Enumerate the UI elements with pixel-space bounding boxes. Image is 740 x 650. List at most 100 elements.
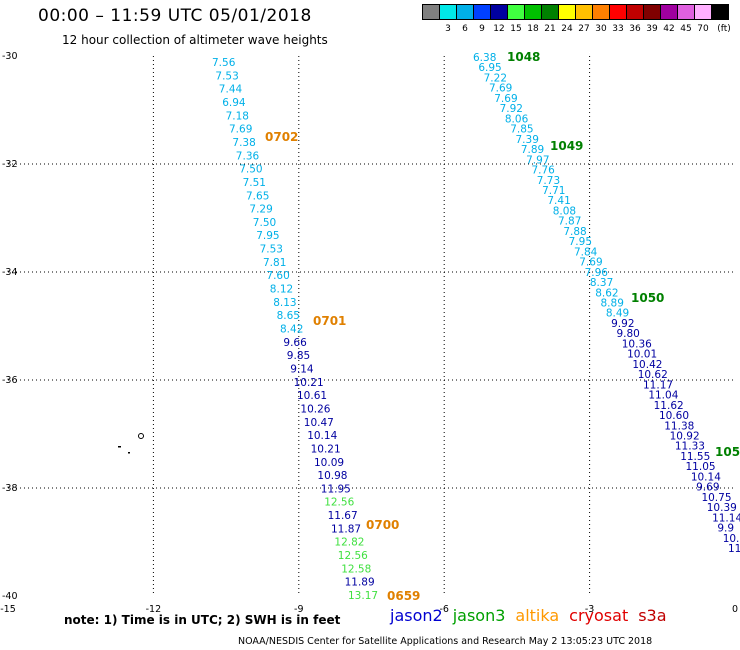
wave-height-label: 9.85	[287, 350, 310, 362]
legend-label: 70	[697, 24, 709, 34]
note-text: note: 1) Time is in UTC; 2) SWH is in fe…	[64, 613, 341, 627]
wave-height-label: 10.61	[297, 390, 327, 402]
wave-height-label: 7.81	[263, 257, 286, 269]
wave-height-label: 11	[728, 543, 740, 555]
wave-height-label: 9.66	[283, 337, 307, 349]
legend-swatch	[711, 4, 729, 20]
wave-height-label: 10.21	[294, 377, 324, 389]
wave-height-label: 11.89	[345, 577, 375, 589]
wave-height-label: 7.50	[239, 164, 262, 176]
wave-height-label: 10.98	[317, 470, 347, 482]
wave-height-label: 7.56	[212, 57, 236, 69]
wave-height-label: 11.17	[643, 379, 673, 391]
wave-height-label: 7.69	[494, 93, 517, 105]
wave-height-label: 8.37	[590, 277, 613, 289]
wave-height-label: 7.89	[521, 144, 544, 156]
wave-height-label: 7.69	[229, 124, 252, 136]
wave-height-label: 8.42	[280, 324, 303, 336]
legend-label: 3	[445, 24, 451, 34]
wave-height-label: 10.39	[707, 502, 737, 514]
lon-tick-label: -12	[146, 604, 162, 615]
wave-height-label: 11.05	[686, 461, 716, 473]
wave-height-label: 9.14	[290, 363, 314, 375]
wave-height-label: 12.56	[338, 550, 368, 562]
legend-label: 15	[510, 24, 522, 34]
lat-tick-label: -30	[2, 51, 18, 62]
lon-tick-label: -9	[294, 604, 303, 615]
wave-height-label: 11.95	[321, 483, 351, 495]
island-dot	[138, 433, 144, 439]
wave-height-label: 7.65	[246, 190, 269, 202]
satellite-altika: altika	[515, 606, 560, 625]
footer-credit: NOAA/NESDIS Center for Satellite Applica…	[238, 636, 653, 647]
wave-height-label: 7.84	[574, 246, 598, 258]
wave-height-label: 10.14	[307, 430, 337, 442]
legend-label: 9	[479, 24, 485, 34]
legend-label: 45	[680, 24, 692, 34]
wave-height-label: 7.41	[547, 195, 570, 207]
legend-label: 36	[629, 24, 641, 34]
wave-height-label: 12.56	[324, 497, 354, 509]
legend-label: 18	[527, 24, 539, 34]
wave-height-label: 12.58	[341, 563, 371, 575]
wave-height-label: 12.82	[334, 537, 364, 549]
wave-height-label: 8.62	[595, 287, 618, 299]
lon-tick-label: -6	[439, 604, 448, 615]
wave-height-label: 11.67	[328, 510, 358, 522]
legend-label: 30	[595, 24, 607, 34]
wave-height-label: 6.38	[473, 52, 496, 64]
wave-height-label: 7.38	[232, 137, 255, 149]
pass-time-label: 105	[715, 445, 740, 459]
wave-height-label: 9.9	[717, 523, 734, 535]
pass-time-label: 0701	[313, 314, 346, 328]
legend-unit: (ft)	[717, 24, 731, 34]
wave-height-label: 11.87	[331, 523, 361, 535]
lat-tick-label: -36	[2, 375, 18, 386]
wave-height-label: 7.92	[500, 103, 523, 115]
wave-height-label: 7.73	[537, 175, 560, 187]
lon-tick-label: 0	[732, 604, 738, 615]
satellite-s3a: s3a	[638, 606, 667, 625]
legend-label: 6	[462, 24, 468, 34]
legend-label: 24	[561, 24, 573, 34]
wave-height-label: 8.06	[505, 113, 529, 125]
wave-height-label: 9.92	[611, 318, 634, 330]
wave-height-label: 7.95	[569, 236, 592, 248]
wave-height-label: 7.50	[253, 217, 276, 229]
island-dot	[118, 446, 121, 448]
wave-height-label: 10.01	[627, 349, 657, 361]
wave-height-label: 10.60	[659, 410, 689, 422]
wave-height-label: 11.04	[648, 390, 678, 402]
wave-height-label: 7.53	[260, 244, 283, 256]
wave-height-label: 7.96	[585, 267, 609, 279]
wave-height-label: 10.09	[314, 457, 344, 469]
wave-height-label: 11.14	[712, 512, 740, 524]
legend-label: 27	[578, 24, 590, 34]
legend-label: 21	[544, 24, 556, 34]
track-time-labels: 0702 0701 0700 0659 1048 1049 1050 105	[265, 50, 740, 603]
wave-height-label: 7.29	[249, 204, 272, 216]
lat-tick-label: -32	[2, 159, 18, 170]
wave-height-label: 10.36	[622, 338, 652, 350]
pass-time-label: 0700	[366, 518, 399, 532]
axis-tick-labels: -15 -12 -9 -6 -3 0-30-32-34-36-38-40	[0, 51, 738, 615]
wave-height-label: 9.80	[616, 328, 639, 340]
wave-height-label: 10.26	[300, 403, 330, 415]
legend-label: 39	[646, 24, 658, 34]
wave-height-label: 7.69	[489, 83, 512, 95]
wave-height-label: 9.69	[696, 482, 719, 494]
wave-height-label: 11.38	[664, 420, 694, 432]
pass-time-label: 1049	[550, 139, 583, 153]
map-subtitle: 12 hour collection of altimeter wave hei…	[62, 33, 328, 47]
wave-height-label: 7.85	[510, 124, 533, 136]
island-marks	[118, 433, 144, 454]
wave-height-label: 10.47	[304, 417, 334, 429]
wave-height-label: 7.71	[542, 185, 565, 197]
lon-tick-label: -15	[0, 604, 16, 615]
wave-height-label: 11.55	[680, 451, 710, 463]
lat-tick-label: -40	[2, 591, 18, 602]
wave-height-label: 8.49	[606, 308, 629, 320]
wave-height-label: 7.76	[531, 165, 555, 177]
wave-height-label: 8.08	[553, 205, 576, 217]
wave-height-label: 8.12	[270, 284, 293, 296]
